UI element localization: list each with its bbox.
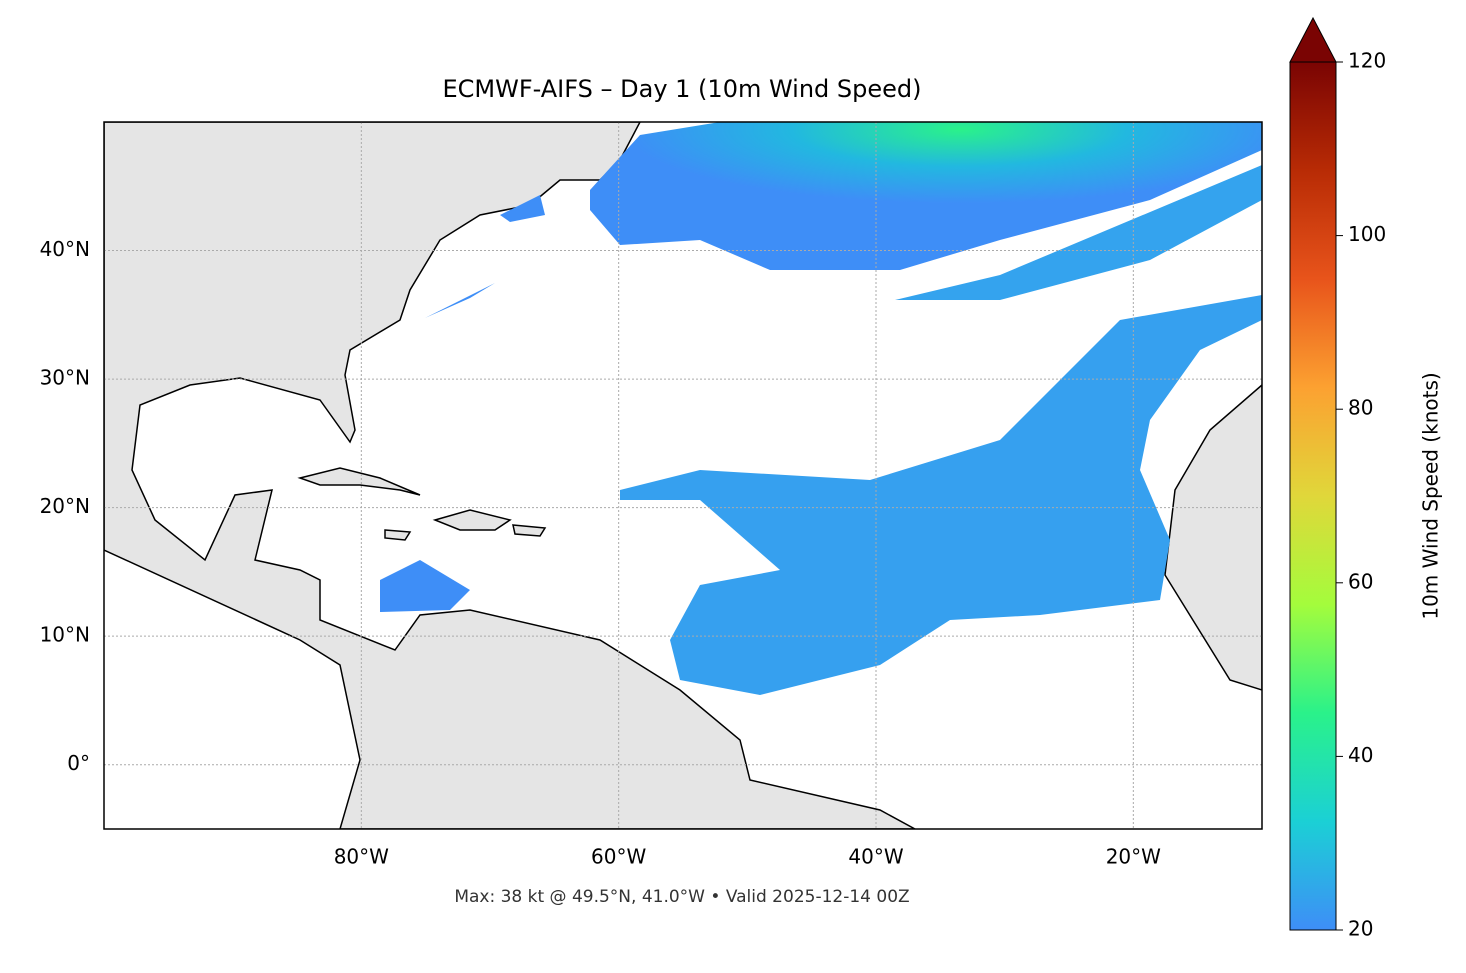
colorbar-tick-label: 60 <box>1348 569 1373 593</box>
x-tick-label: 60°W <box>591 845 646 869</box>
island <box>384 529 412 541</box>
wind-swath <box>380 560 470 612</box>
map-frame <box>103 121 1263 830</box>
land <box>104 122 916 829</box>
wind-swath <box>500 195 545 222</box>
colorbar-tick-label: 40 <box>1348 743 1373 767</box>
colorbar <box>1289 61 1337 931</box>
island <box>1164 384 1262 691</box>
y-tick-label: 30°N <box>40 366 90 390</box>
wind-swath <box>590 122 1262 270</box>
x-tick-label: 20°W <box>1106 845 1161 869</box>
x-tick-label: 80°W <box>334 845 389 869</box>
island <box>297 467 421 496</box>
colorbar-tick-label: 20 <box>1348 917 1373 941</box>
map-layer <box>104 122 1262 829</box>
wind-swath <box>620 295 1262 695</box>
island <box>432 509 512 531</box>
colorbar-tick-label: 120 <box>1348 49 1386 73</box>
grid <box>104 122 1262 829</box>
y-tick-label: 40°N <box>40 237 90 261</box>
colorbar-tick-label: 80 <box>1348 396 1373 420</box>
colorbar-tick-label: 100 <box>1348 222 1386 246</box>
wind-swath <box>425 283 495 318</box>
wind-swath <box>895 165 1262 300</box>
x-tick-label: 40°W <box>848 845 903 869</box>
colorbar-label: 10m Wind Speed (knots) <box>1419 372 1443 619</box>
colorbar-extension <box>1289 16 1337 63</box>
island <box>512 524 547 537</box>
y-tick-label: 0° <box>67 751 90 775</box>
y-tick-label: 20°N <box>40 494 90 518</box>
footer: Max: 38 kt @ 49.5°N, 41.0°W • Valid 2025… <box>454 887 909 907</box>
chart-title: ECMWF-AIFS – Day 1 (10m Wind Speed) <box>442 75 921 103</box>
y-tick-label: 10°N <box>40 623 90 647</box>
